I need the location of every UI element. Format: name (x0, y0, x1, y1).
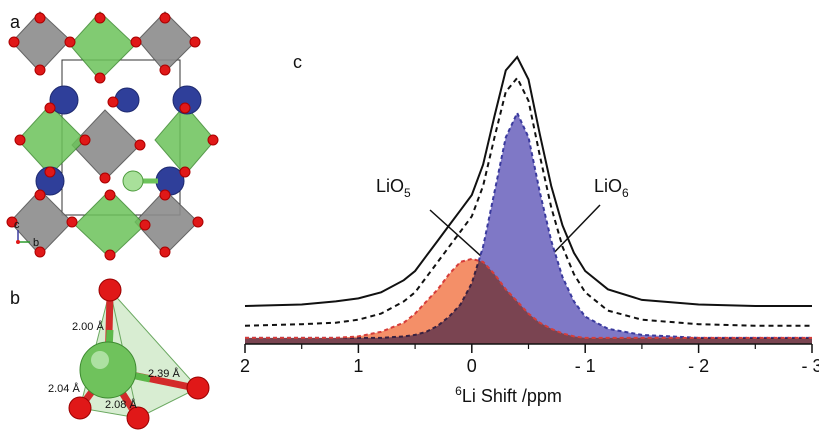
x-tick-label: 0 (467, 356, 477, 376)
coordination-polyhedron (69, 279, 209, 429)
annotation: LiO6 (594, 176, 629, 200)
bond-length: 2.00 Å (72, 320, 104, 333)
x-tick-label: - 1 (575, 356, 596, 376)
axis-label: b (33, 237, 39, 249)
panel-label: b (10, 288, 20, 308)
annotation-text: LiO (594, 176, 622, 196)
panel-label: c (293, 52, 302, 72)
annotation-text: LiO (376, 176, 404, 196)
bond-length: 2.08 Å (105, 398, 137, 411)
x-tick-label: - 2 (688, 356, 709, 376)
x-axis-label-text: Li Shift /ppm (462, 386, 562, 406)
figure: a c b b 2.00 Å 2.04 Å 2.39 Å 2.08 Å c 2 1… (0, 0, 819, 432)
x-tick-label: 2 (240, 356, 250, 376)
annotation-subscript: 6 (622, 186, 629, 200)
x-axis-label: 6Li Shift /ppm (455, 384, 562, 406)
bond-length: 2.04 Å (48, 382, 80, 395)
annotation: LiO5 (376, 176, 411, 200)
bond-length: 2.39 Å (148, 367, 180, 380)
x-tick-label: 1 (353, 356, 363, 376)
component-area (245, 113, 812, 344)
x-tick-label: - 3 (801, 356, 819, 376)
annotation-subscript: 5 (404, 186, 411, 200)
crystal-structure (7, 12, 218, 260)
axis-label: c (14, 219, 20, 231)
panel-label: a (10, 12, 21, 32)
